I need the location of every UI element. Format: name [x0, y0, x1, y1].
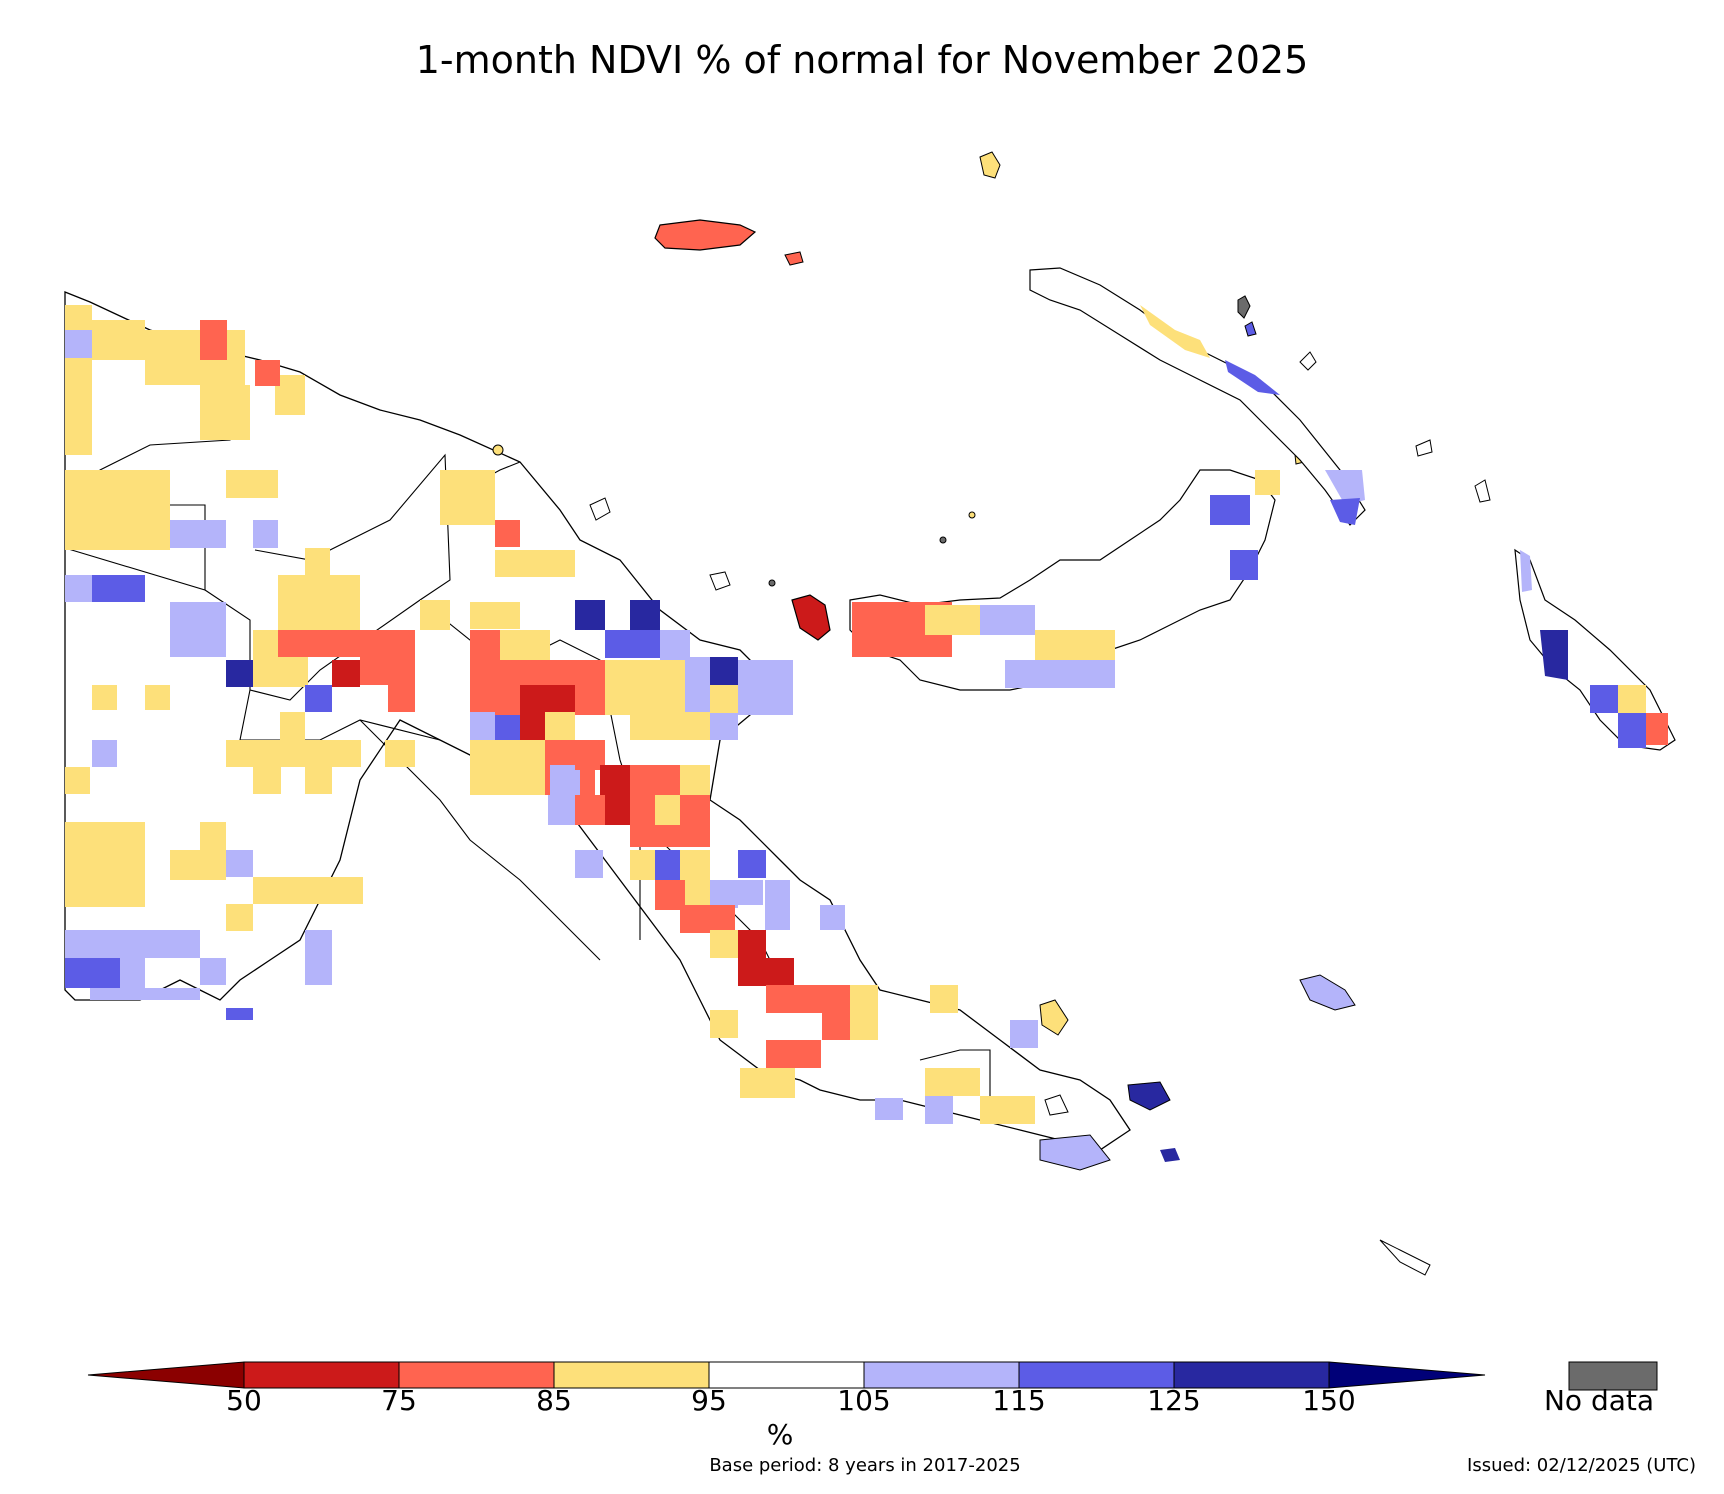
colorbar-class-125-150: [1173, 1361, 1330, 1389]
new-britain: [849, 469, 1280, 691]
colorbar-extend-low: [87, 1361, 245, 1389]
colorbar-class-50-75: [243, 1361, 400, 1389]
colorbar-tick-50: 50: [226, 1384, 262, 1417]
ndvi-grid: [65, 305, 1038, 1124]
colorbar-tick-95: 95: [691, 1384, 727, 1417]
colorbar-class-85-95: [553, 1361, 710, 1389]
new-britain-west-karkar: [791, 594, 831, 641]
colorbar-tick-115: 115: [992, 1384, 1046, 1417]
colorbar: [87, 1361, 1486, 1389]
eastern-islands: [1039, 974, 1431, 1276]
colorbar-class-105-115: [863, 1361, 1020, 1389]
issued-date: Issued: 02/12/2025 (UTC): [1467, 1455, 1696, 1476]
base-period-note: Base period: 8 years in 2017-2025: [709, 1455, 1021, 1476]
colorbar-class-95-105: [708, 1361, 865, 1389]
colorbar-unit: %: [766, 1418, 794, 1451]
colorbar-tick-85: 85: [536, 1384, 572, 1417]
small-islands: [492, 295, 1491, 1116]
colorbar-tick-125: 125: [1147, 1384, 1201, 1417]
colorbar-class-75-85: [398, 1361, 555, 1389]
no-data-label: No data: [1543, 1384, 1655, 1417]
no-data-swatch: [1568, 1361, 1658, 1391]
colorbar-tick-105: 105: [837, 1384, 891, 1417]
map-title: 1-month NDVI % of normal for November 20…: [415, 38, 1309, 82]
colorbar-tick-75: 75: [381, 1384, 417, 1417]
colorbar-tick-150: 150: [1302, 1384, 1356, 1417]
colorbar-extend-high: [1328, 1361, 1486, 1389]
mussau-island: [979, 151, 1001, 179]
manus-island: [654, 219, 804, 266]
new-ireland: [1029, 267, 1366, 526]
bougainville: [1514, 548, 1676, 751]
